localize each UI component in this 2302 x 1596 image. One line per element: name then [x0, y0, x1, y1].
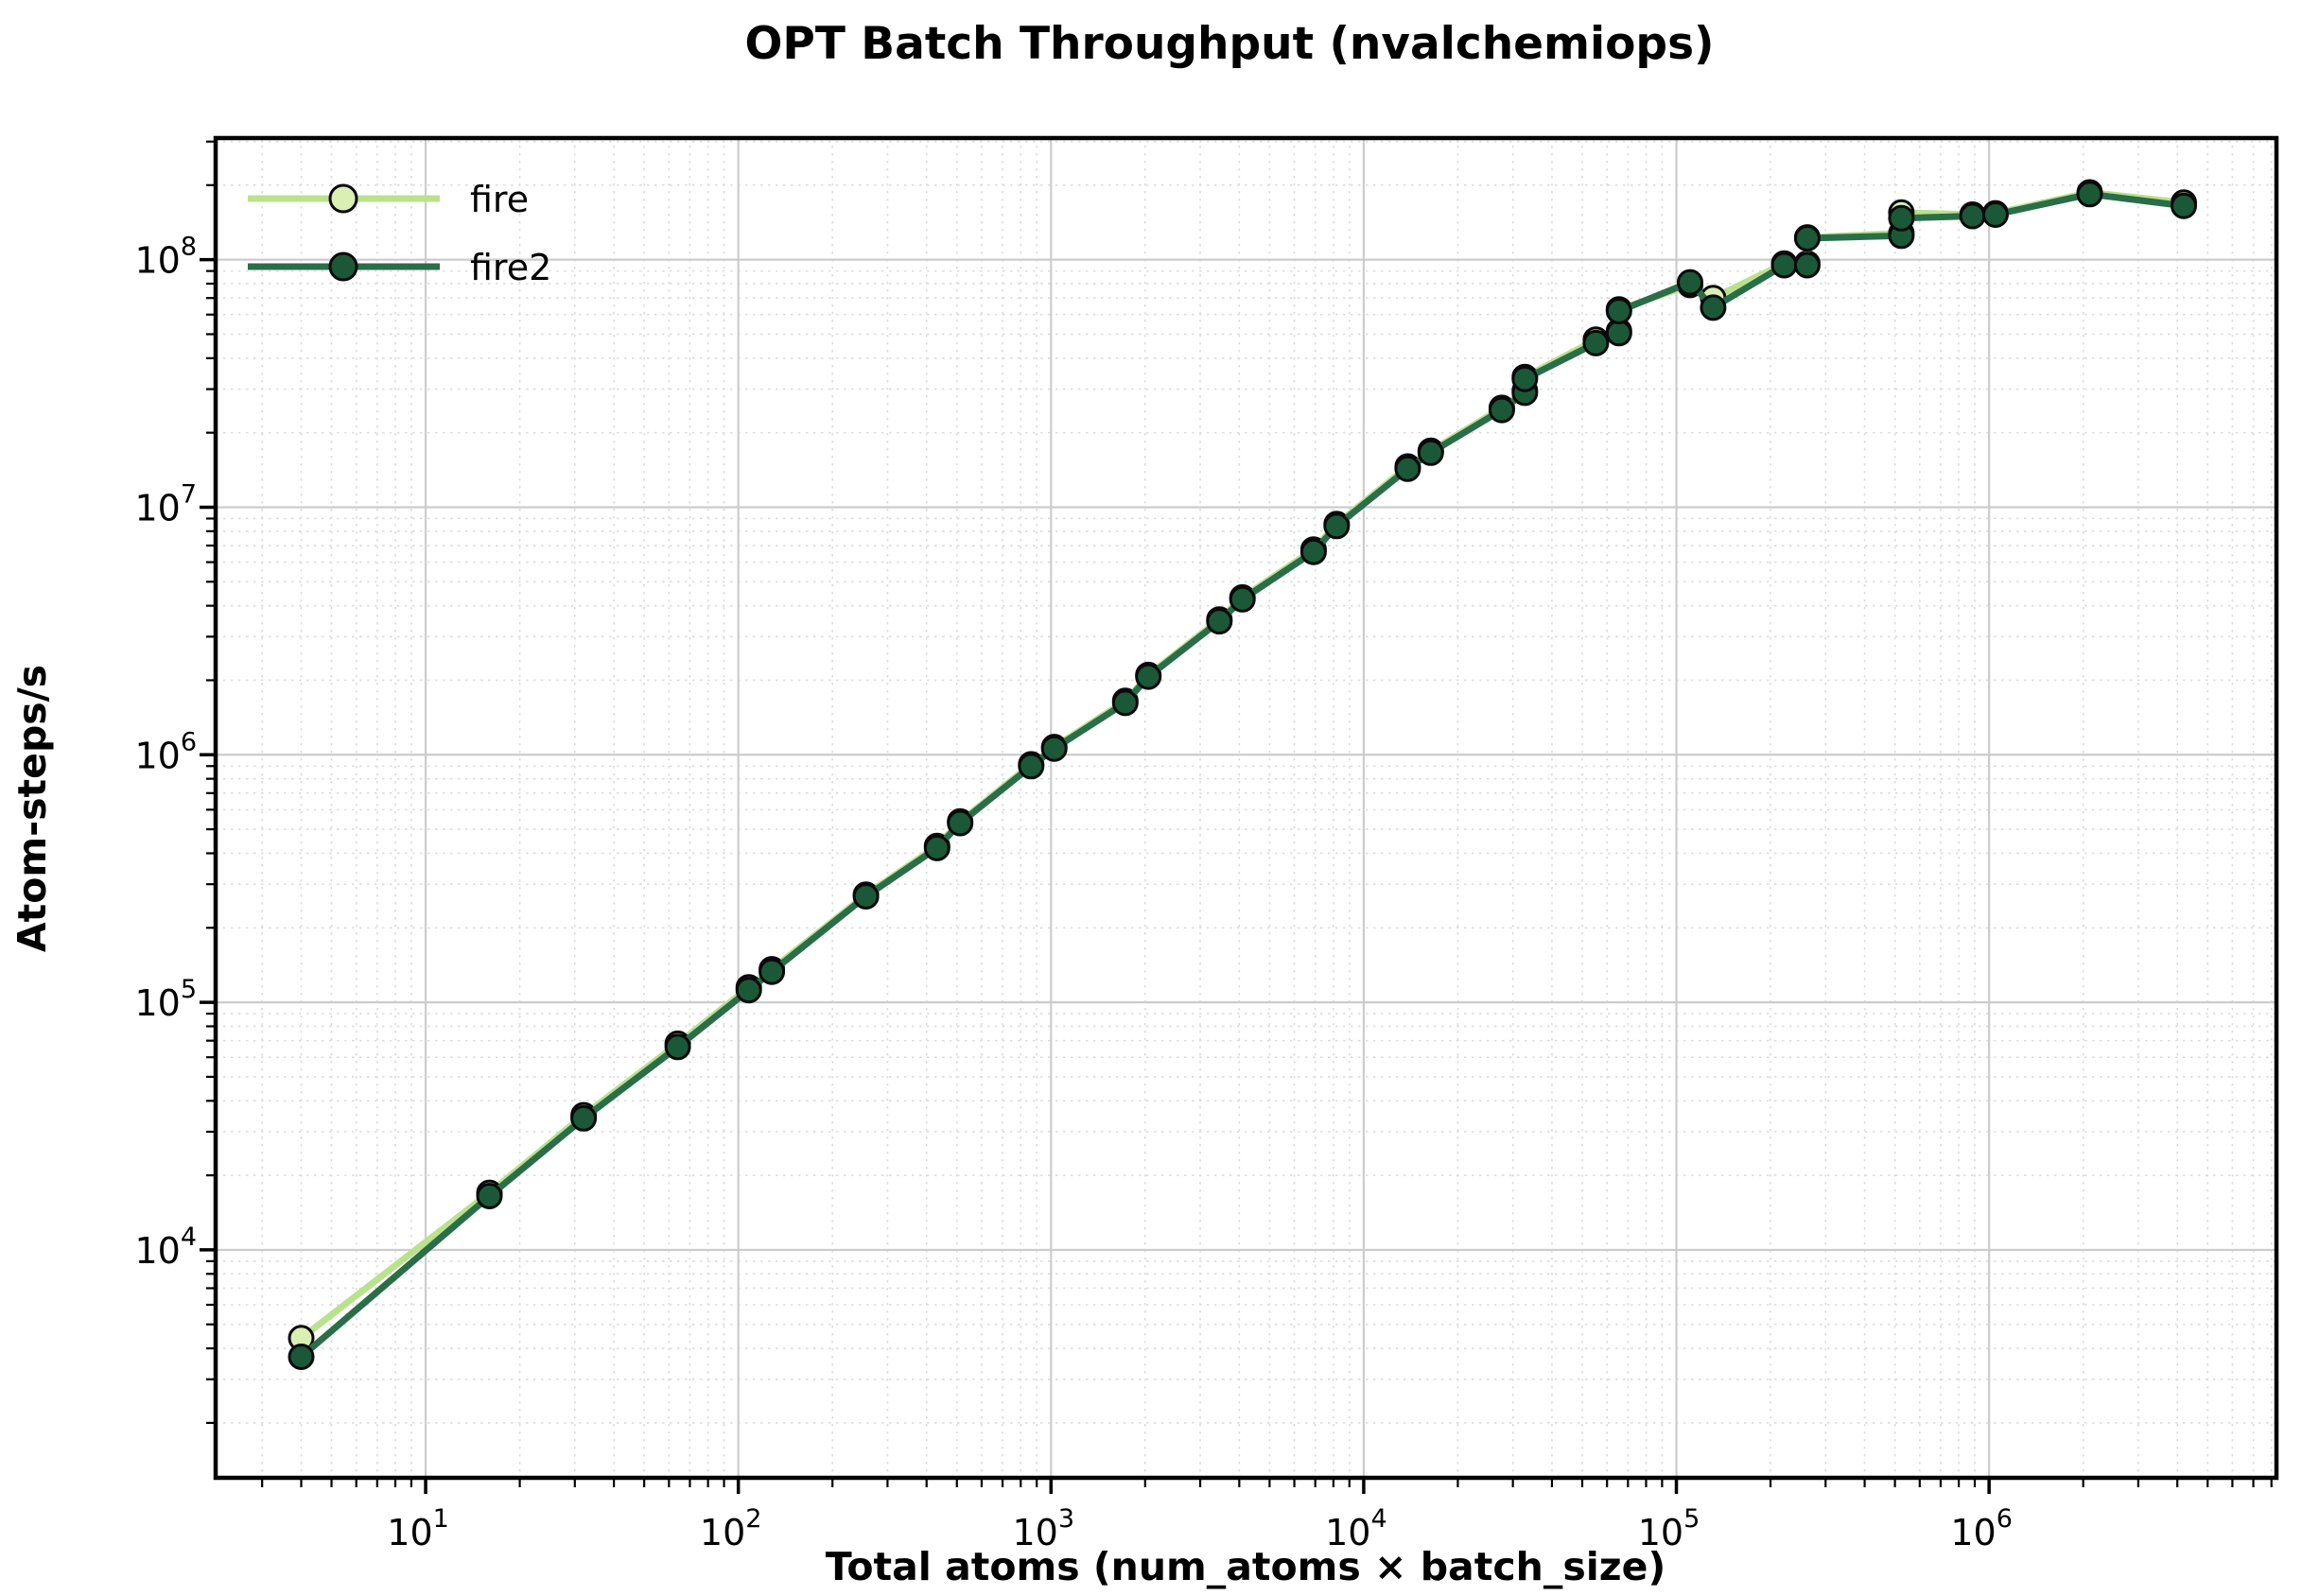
- x-tick-label: 105: [1638, 1504, 1700, 1553]
- fire2-marker: [1040, 735, 1068, 762]
- fire2-line: [298, 190, 2188, 1361]
- axis-ticks: [200, 140, 2273, 1494]
- fire2-marker: [1488, 396, 1515, 424]
- fire2-marker: [1511, 365, 1539, 392]
- fire2-marker: [1770, 252, 1798, 279]
- fire2-marker: [1299, 538, 1327, 565]
- fire2-marker: [1229, 585, 1256, 613]
- fire2-marker: [1700, 294, 1727, 321]
- fire2-marker: [1959, 202, 1986, 230]
- fire2-marker: [1111, 689, 1139, 717]
- fire2-marker: [1677, 269, 1703, 296]
- y-tick-label: 108: [134, 233, 197, 282]
- grid-minor: [216, 138, 2276, 1478]
- legend-fire-label: fire: [470, 179, 529, 220]
- y-tick-label: 106: [134, 727, 197, 776]
- x-tick-label: 104: [1325, 1504, 1387, 1553]
- fire2-marker: [1793, 225, 1821, 252]
- axis-tick-labels: 101 102 103 104 105 106 104 105 106 107 108: [134, 233, 2012, 1553]
- legend-fire2-label: fire2: [470, 247, 551, 288]
- fire2-marker: [570, 1104, 598, 1132]
- y-axis-label: Atom-steps/s: [9, 665, 55, 952]
- fire2-marker: [1323, 512, 1351, 540]
- axes-frame: [213, 135, 2279, 1481]
- fire2-marker: [288, 1344, 315, 1370]
- y-tick-label: 104: [134, 1223, 197, 1272]
- grid-major: [216, 138, 2276, 1478]
- fire2-marker: [664, 1033, 691, 1061]
- fire2-marker: [1206, 608, 1233, 635]
- x-axis-label: Total atoms (num_atoms × batch_size): [826, 1544, 1665, 1589]
- fire2-marker: [735, 977, 762, 1004]
- x-tick-label: 103: [1013, 1504, 1075, 1553]
- fire-line: [298, 189, 2188, 1342]
- fire2-marker: [852, 883, 880, 910]
- fire2-marker: [1793, 252, 1821, 279]
- legend-fire-marker: [328, 183, 358, 214]
- fire2-marker: [1605, 320, 1632, 347]
- legend-fire2-marker: [328, 252, 358, 282]
- fire2-marker: [476, 1183, 503, 1209]
- fire2-marker: [923, 834, 950, 861]
- fire2-marker: [1888, 204, 1915, 232]
- y-tick-label: 105: [134, 975, 197, 1024]
- x-tick-label: 106: [1950, 1504, 2013, 1553]
- x-tick-label: 102: [700, 1504, 762, 1553]
- fire2-marker: [2076, 181, 2103, 208]
- fire2-marker: [1605, 298, 1632, 324]
- fire2-marker: [947, 809, 974, 837]
- fire2-marker: [1394, 455, 1421, 482]
- chart-title: OPT Batch Throughput (nvalchemiops): [744, 18, 1714, 70]
- fire2-marker: [1981, 201, 2009, 228]
- fire2-marker: [1018, 753, 1045, 780]
- plot-frame: [213, 135, 2279, 1481]
- fire2-marker: [1582, 329, 1610, 356]
- series-group: [288, 179, 2197, 1370]
- x-tick-label: 101: [387, 1504, 449, 1553]
- fire2-marker: [1417, 439, 1444, 466]
- y-tick-label: 107: [134, 479, 197, 529]
- legend: fire fire2: [248, 179, 551, 288]
- fire2-marker: [2171, 192, 2197, 219]
- fire2-marker: [759, 958, 786, 985]
- fire2-marker: [1135, 663, 1162, 690]
